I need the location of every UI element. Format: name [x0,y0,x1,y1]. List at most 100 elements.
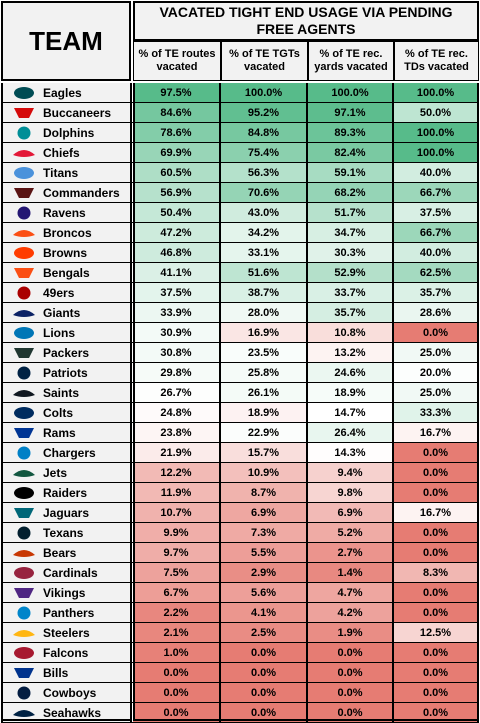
value-cell: 34.7% [308,223,394,242]
team-cell: Cowboys [1,683,132,702]
value-cell: 0.0% [221,663,308,682]
ravens-logo-icon [11,205,37,221]
commanders-logo-icon [11,185,37,201]
team-name: Cardinals [43,565,98,580]
packers-logo-icon [11,345,37,361]
team-name: Raiders [43,485,88,500]
value-cell: 0.0% [394,583,479,602]
rams-logo-icon [11,425,37,441]
team-name: Bills [43,665,69,680]
team-cell: Chargers [1,443,132,462]
value-cell: 24.8% [133,403,221,422]
value-cell: 0.0% [394,703,479,722]
value-cell: 15.7% [221,443,308,462]
value-cell: 95.2% [221,103,308,122]
team-cell: Jets [1,463,132,482]
value-cell: 4.1% [221,603,308,622]
team-cell: Falcons [1,643,132,662]
table-row: Titans 60.5% 56.3% 59.1% 40.0% [1,163,479,183]
value-cell: 0.0% [221,683,308,702]
value-cell: 0.0% [221,703,308,722]
value-cell: 30.9% [133,323,221,342]
table-row: Commanders 56.9% 70.6% 68.2% 66.7% [1,183,479,203]
table-row: Dolphins 78.6% 84.8% 89.3% 100.0% [1,123,479,143]
value-cell: 100.0% [394,143,479,162]
team-name: Rams [43,425,76,440]
value-cell: 56.9% [133,183,221,202]
value-cell: 0.0% [394,443,479,462]
value-cell: 0.0% [308,663,394,682]
team-name: Titans [43,165,79,180]
column-header-yards: % of TE rec. yards vacated [308,41,394,81]
value-cell: 51.6% [221,263,308,282]
value-cell: 33.9% [133,303,221,322]
table-row: Buccaneers 84.6% 95.2% 97.1% 50.0% [1,103,479,123]
team-name: Patriots [43,365,88,380]
team-cell: Bears [1,543,132,562]
steelers-logo-icon [11,625,37,641]
team-name: Jaguars [43,505,90,520]
team-name: Steelers [43,625,90,640]
value-cell: 0.0% [394,523,479,542]
patriots-logo-icon [11,365,37,381]
table-row: Falcons 1.0% 0.0% 0.0% 0.0% [1,643,479,663]
value-cell: 38.7% [221,283,308,302]
value-cell: 100.0% [221,83,308,102]
value-cell: 2.5% [221,623,308,642]
value-cell: 0.0% [394,483,479,502]
bengals-logo-icon [11,265,37,281]
value-cell: 8.7% [221,483,308,502]
cowboys-logo-icon [11,685,37,701]
value-cell: 23.5% [221,343,308,362]
table-body: Eagles 97.5% 100.0% 100.0% 100.0% Buccaneers 8… [1,83,479,723]
value-cell: 0.0% [394,463,479,482]
value-cell: 0.0% [394,663,479,682]
value-cell: 6.9% [308,503,394,522]
table-title: VACATED TIGHT END USAGE VIA PENDING FREE… [133,1,479,41]
value-cell: 2.9% [221,563,308,582]
value-cell: 5.2% [308,523,394,542]
team-name: Lions [43,325,75,340]
eagles-logo-icon [11,85,37,101]
value-cell: 50.4% [133,203,221,222]
value-cell: 82.4% [308,143,394,162]
team-cell: Saints [1,383,132,402]
value-cell: 20.0% [394,363,479,382]
team-name: Buccaneers [43,105,112,120]
value-cell: 26.1% [221,383,308,402]
value-cell: 40.0% [394,243,479,262]
value-cell: 52.9% [308,263,394,282]
team-cell: Bengals [1,263,132,282]
value-cell: 100.0% [308,83,394,102]
value-cell: 0.0% [308,683,394,702]
value-cell: 9.9% [133,523,221,542]
team-name: Chiefs [43,145,80,160]
texans-logo-icon [11,525,37,541]
table-row: Eagles 97.5% 100.0% 100.0% 100.0% [1,83,479,103]
value-cell: 21.9% [133,443,221,462]
chiefs-logo-icon [11,145,37,161]
value-cell: 13.2% [308,343,394,362]
value-cell: 2.2% [133,603,221,622]
value-cell: 7.3% [221,523,308,542]
value-cell: 100.0% [394,123,479,142]
jaguars-logo-icon [11,505,37,521]
value-cell: 43.0% [221,203,308,222]
team-cell: Colts [1,403,132,422]
panthers-logo-icon [11,605,37,621]
jets-logo-icon [11,465,37,481]
value-cell: 14.7% [308,403,394,422]
team-cell: Titans [1,163,132,182]
team-cell: Jaguars [1,503,132,522]
table-row: Texans 9.9% 7.3% 5.2% 0.0% [1,523,479,543]
value-cell: 60.5% [133,163,221,182]
lions-logo-icon [11,325,37,341]
team-name: Vikings [43,585,86,600]
value-cell: 0.0% [394,643,479,662]
value-cell: 89.3% [308,123,394,142]
broncos-logo-icon [11,225,37,241]
team-name: Jets [43,465,68,480]
seahawks-logo-icon [11,705,37,721]
team-name: Bengals [43,265,90,280]
value-cell: 47.2% [133,223,221,242]
